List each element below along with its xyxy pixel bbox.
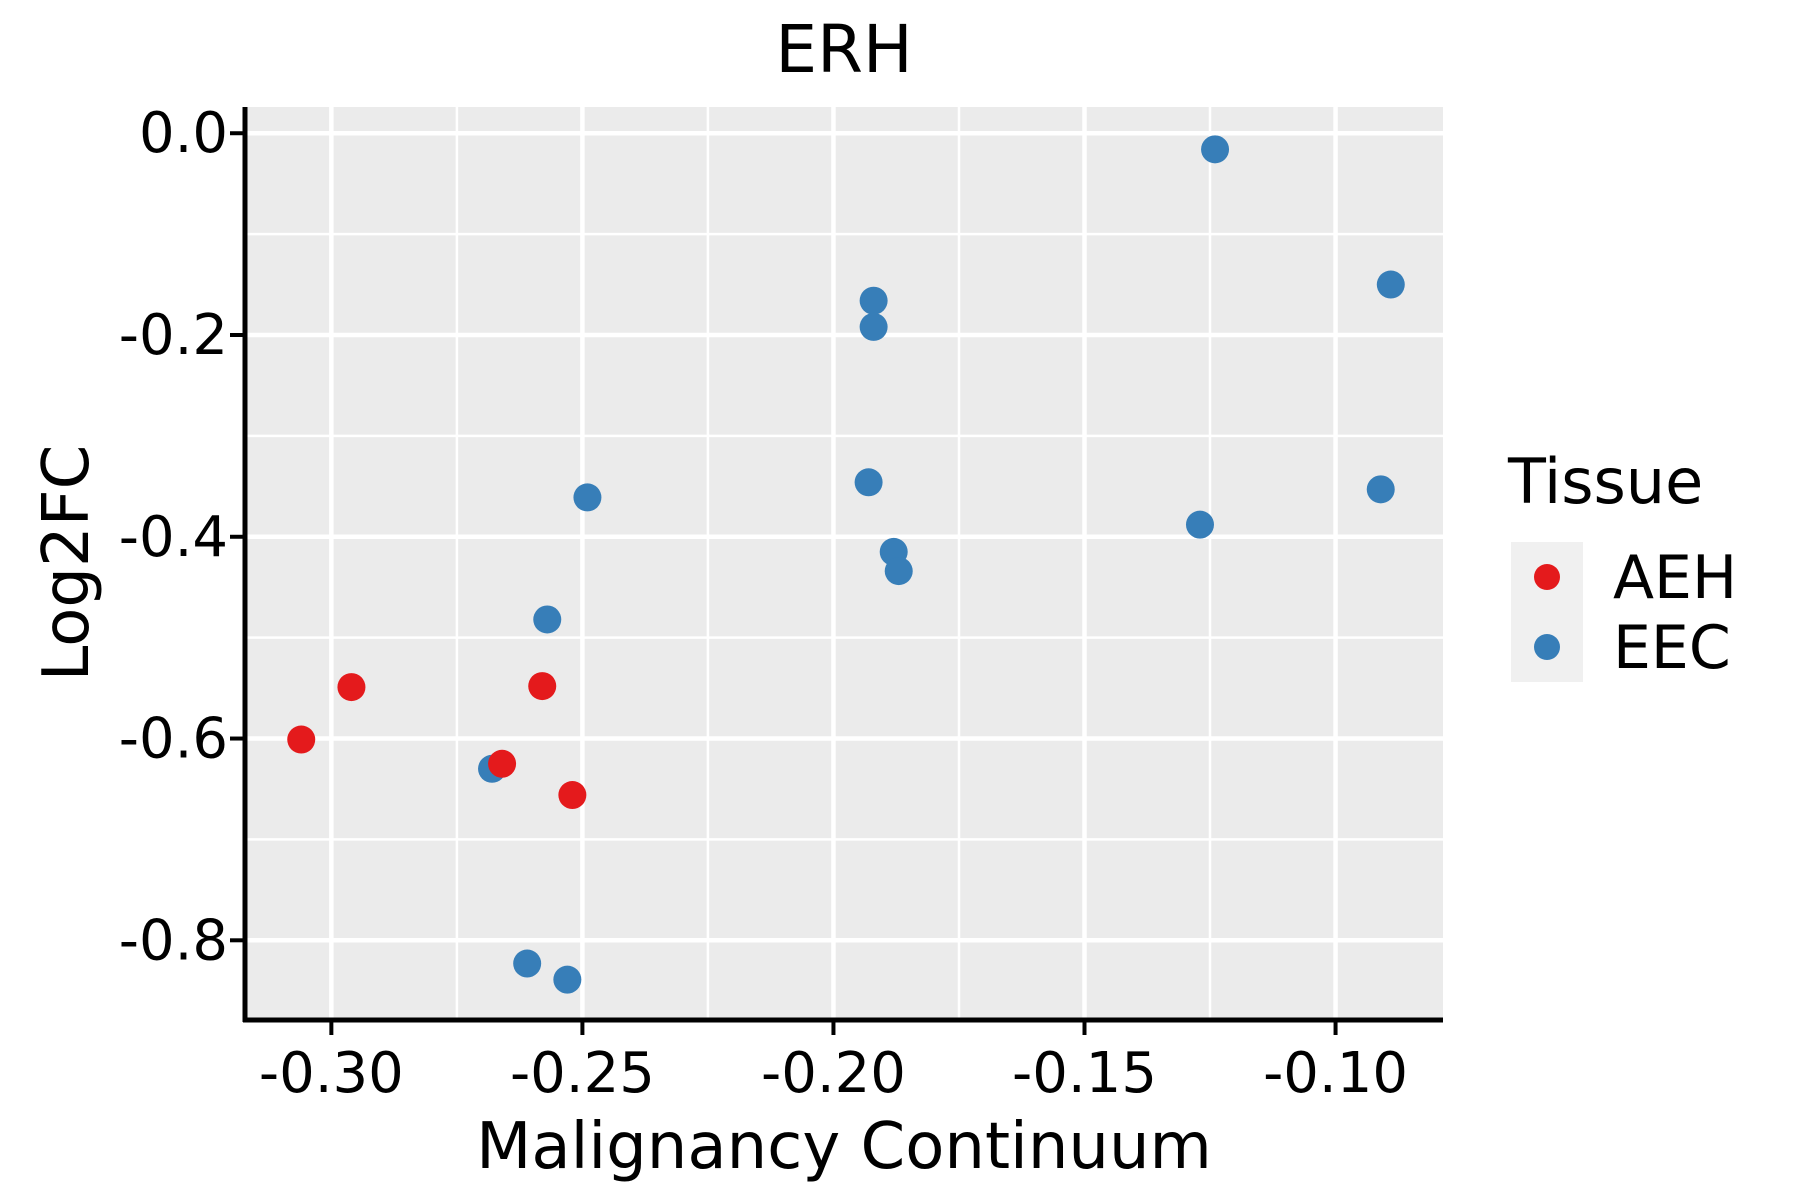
- data-point-eec: [1201, 135, 1230, 164]
- panel-layer: [245, 107, 1443, 1020]
- legend-entry-eec: EEC: [1511, 612, 1731, 683]
- data-point-eec: [854, 468, 883, 497]
- data-point-eec: [533, 605, 562, 634]
- legend-title: Tissue: [1507, 445, 1703, 518]
- data-point-eec: [1366, 475, 1395, 504]
- plot-title: ERH: [775, 11, 912, 88]
- y-tick-label: -0.2: [119, 303, 228, 368]
- x-tick-label: -0.20: [761, 1041, 906, 1106]
- panel-background: [245, 107, 1443, 1020]
- data-point-eec: [1376, 270, 1405, 299]
- legend: Tissue AEH EEC: [1507, 445, 1737, 683]
- y-tick-label: -0.4: [119, 505, 228, 570]
- legend-entry-aeh: AEH: [1511, 542, 1737, 613]
- data-point-aeh: [528, 672, 557, 701]
- data-point-eec: [884, 557, 913, 586]
- data-point-eec: [573, 483, 602, 512]
- x-axis-title: Malignancy Continuum: [476, 1110, 1212, 1184]
- data-point-eec: [513, 949, 542, 978]
- x-tick-label: -0.15: [1012, 1041, 1157, 1106]
- x-tick-label: -0.10: [1263, 1041, 1408, 1106]
- legend-label-aeh: AEH: [1613, 543, 1737, 613]
- axes-layer: -0.30 -0.25 -0.20 -0.15 -0.10 0.0 -0.2 -0.4 -0.6…: [119, 101, 1443, 1106]
- data-point-eec: [859, 312, 888, 341]
- legend-dot-aeh: [1534, 564, 1560, 590]
- legend-dot-eec: [1534, 634, 1560, 660]
- points-layer: [287, 135, 1405, 994]
- data-point-aeh: [558, 781, 587, 810]
- data-point-aeh: [337, 673, 366, 702]
- data-point-aeh: [488, 749, 517, 778]
- y-tick-label: 0.0: [139, 101, 228, 166]
- legend-label-eec: EEC: [1613, 613, 1731, 683]
- data-point-eec: [1185, 510, 1214, 539]
- y-axis-title: Log2FC: [30, 445, 104, 682]
- y-tick-label: -0.8: [119, 908, 228, 973]
- data-point-eec: [553, 965, 582, 994]
- x-tick-label: -0.30: [259, 1041, 404, 1106]
- data-point-aeh: [287, 725, 316, 754]
- data-point-eec: [859, 286, 888, 315]
- y-tick-label: -0.6: [119, 707, 228, 772]
- x-tick-label: -0.25: [510, 1041, 655, 1106]
